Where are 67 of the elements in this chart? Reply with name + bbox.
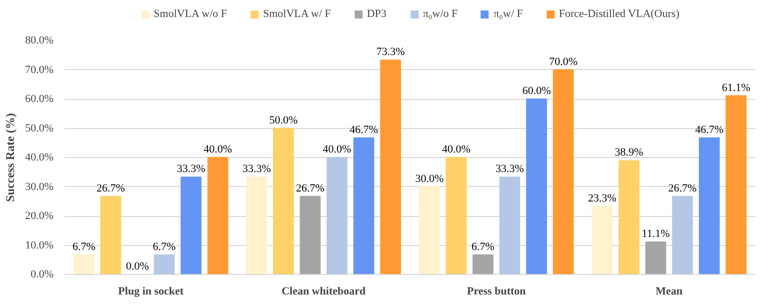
data-label: 46.7% bbox=[350, 124, 378, 136]
y-tick-label: 60.0% bbox=[25, 93, 54, 105]
data-label: 40.0% bbox=[204, 144, 232, 156]
data-label: 61.1% bbox=[722, 82, 750, 94]
legend-label: SmolVLA w/o F bbox=[154, 8, 227, 20]
bar bbox=[326, 157, 348, 274]
data-label: 38.9% bbox=[614, 146, 644, 159]
y-tick-label: 0.0% bbox=[30, 268, 54, 280]
data-label: 6.7% bbox=[72, 240, 96, 253]
legend-label: π₀w/ F bbox=[494, 8, 523, 20]
data-label: 26.7% bbox=[668, 182, 697, 194]
y-axis-title: Success Rate (%) bbox=[3, 113, 18, 202]
data-label: 30.0% bbox=[415, 172, 444, 185]
bar bbox=[446, 157, 467, 274]
legend-label: SmolVLA w/ F bbox=[263, 8, 331, 20]
x-tick-label: Press button bbox=[466, 286, 526, 298]
y-tick-label: 40.0% bbox=[25, 152, 54, 164]
data-label: 11.1% bbox=[642, 228, 670, 240]
bar bbox=[353, 137, 374, 274]
data-label: 33.3% bbox=[496, 163, 524, 176]
bar bbox=[300, 196, 321, 274]
legend-label: π₀w/o F bbox=[422, 8, 458, 20]
data-label: 6.7% bbox=[472, 240, 494, 253]
y-tick-label: 20.0% bbox=[25, 210, 54, 222]
data-label: 26.7% bbox=[296, 182, 324, 194]
legend-label: DP3 bbox=[366, 8, 387, 20]
data-label: 0.0% bbox=[126, 260, 149, 272]
data-label: 40.0% bbox=[322, 144, 352, 156]
bar bbox=[472, 254, 494, 274]
y-tick-label: 80.0% bbox=[25, 34, 54, 46]
bar bbox=[180, 176, 202, 274]
data-label: 70.0% bbox=[549, 56, 578, 68]
data-label: 33.3% bbox=[242, 163, 271, 176]
data-label: 6.7% bbox=[152, 240, 176, 253]
data-label: 60.0% bbox=[522, 85, 551, 97]
data-label: 50.0% bbox=[269, 114, 298, 126]
bar bbox=[499, 176, 520, 274]
data-label: 73.3% bbox=[376, 46, 405, 58]
bar bbox=[645, 242, 666, 274]
y-tick-label: 30.0% bbox=[25, 180, 54, 193]
bar bbox=[207, 157, 228, 274]
x-tick-label: Plug in socket bbox=[118, 286, 184, 298]
x-tick-label: Mean bbox=[656, 286, 683, 298]
bar bbox=[672, 196, 693, 274]
bar bbox=[698, 137, 720, 274]
bar bbox=[419, 186, 440, 274]
y-tick-label: 70.0% bbox=[25, 64, 54, 76]
bar bbox=[726, 95, 746, 274]
data-label: 33.3% bbox=[176, 163, 206, 176]
bar bbox=[592, 206, 613, 274]
bar bbox=[618, 160, 640, 274]
y-tick-label: 50.0% bbox=[25, 122, 54, 134]
legend-label: Force-Distilled VLA(Ours) bbox=[558, 8, 680, 20]
x-tick-label: Clean whiteboard bbox=[282, 286, 366, 298]
data-label: 40.0% bbox=[442, 144, 470, 156]
y-tick-label: 10.0% bbox=[25, 239, 54, 252]
bar bbox=[273, 128, 294, 274]
data-label: 26.7% bbox=[96, 182, 125, 194]
data-label: 46.7% bbox=[695, 124, 724, 136]
bar bbox=[100, 196, 122, 274]
bar bbox=[74, 254, 94, 274]
bar bbox=[380, 60, 401, 274]
bar bbox=[526, 98, 547, 274]
data-label: 23.3% bbox=[588, 192, 616, 204]
bar bbox=[246, 176, 268, 274]
bar bbox=[552, 69, 574, 274]
bar bbox=[154, 254, 175, 274]
